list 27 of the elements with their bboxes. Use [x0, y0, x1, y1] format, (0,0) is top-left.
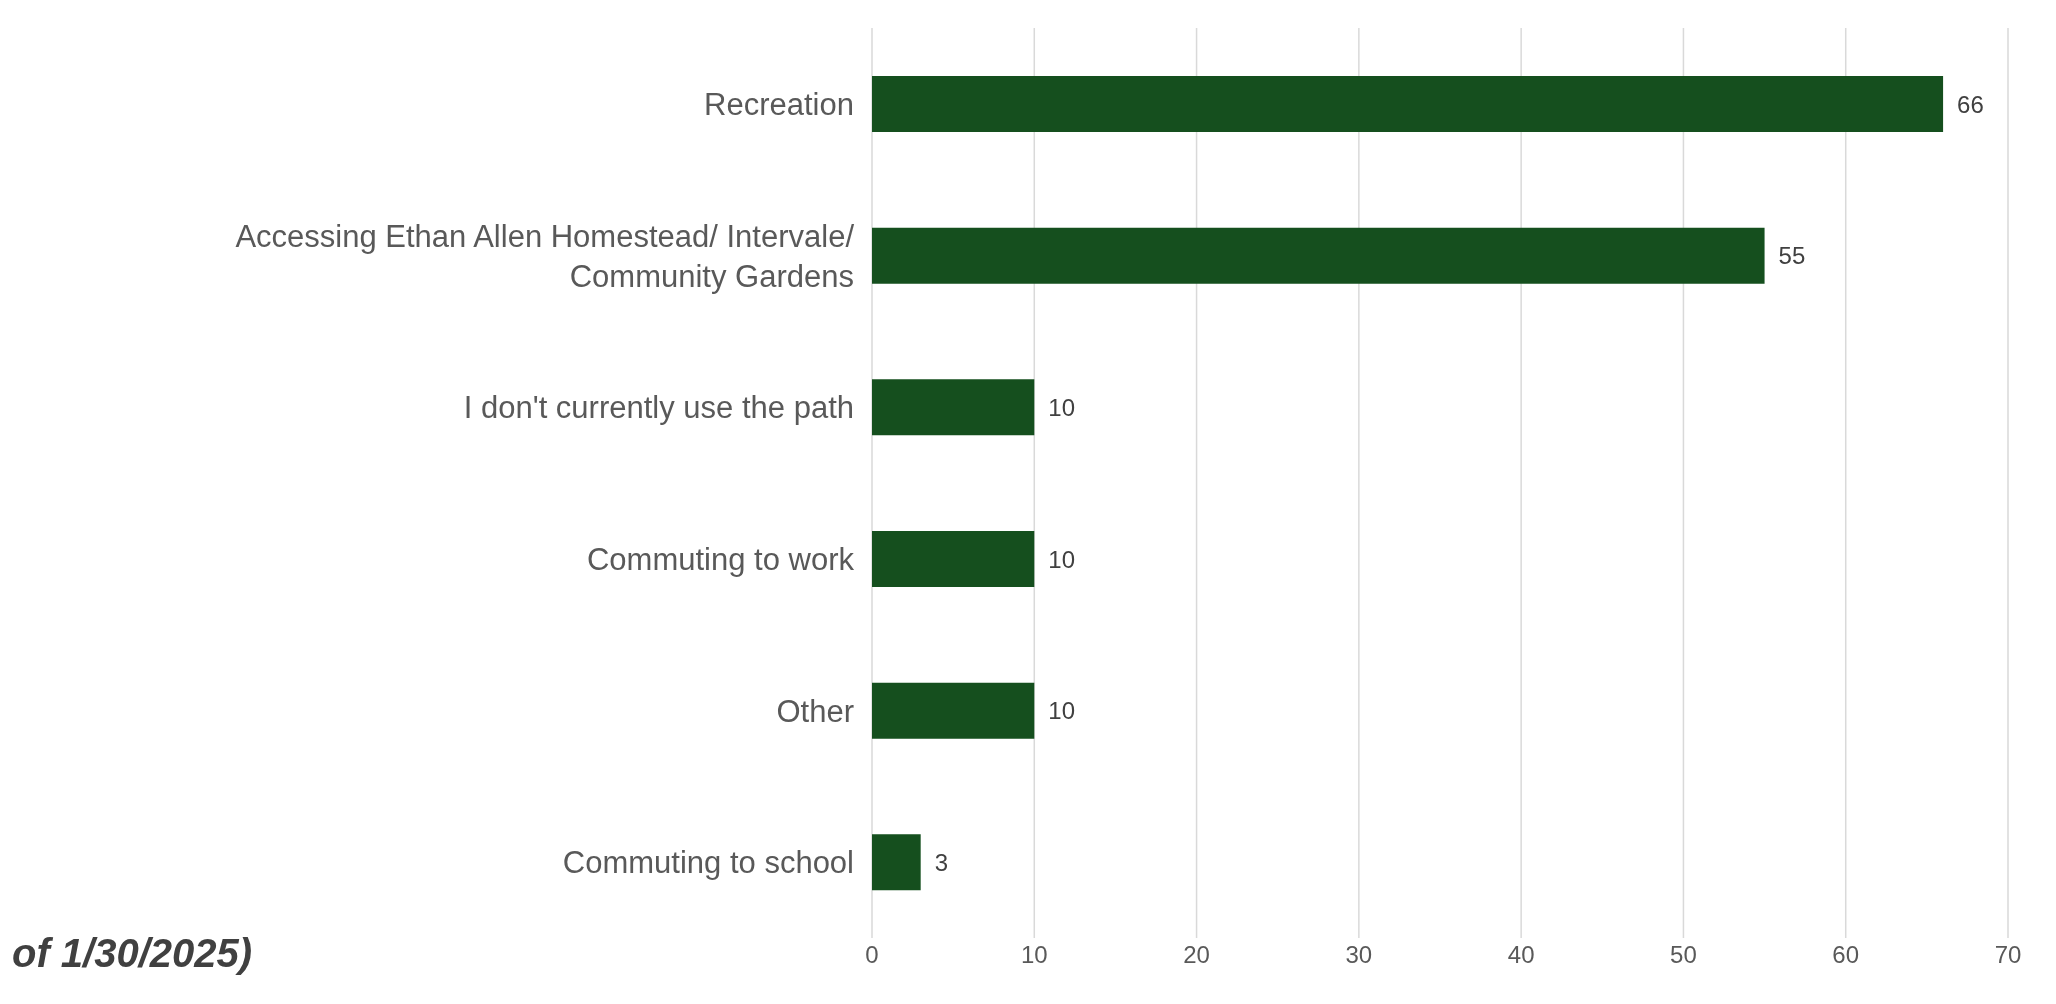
x-tick-label: 10	[1020, 941, 1048, 969]
x-tick-label: 30	[1345, 941, 1373, 969]
data-label: 3	[934, 848, 949, 876]
x-tick-label: 70	[1994, 941, 2022, 969]
text: of 1/30/2025)	[12, 931, 253, 976]
bar	[872, 227, 1765, 284]
data-label: 66	[1957, 90, 1984, 118]
bar	[872, 379, 1035, 436]
data-label: 10	[1048, 393, 1075, 421]
x-tick-label: 0	[865, 941, 879, 969]
y-tick-label: Commuting to school	[562, 844, 854, 880]
x-tick-label: 50	[1670, 941, 1697, 969]
bar	[872, 682, 1035, 739]
data-label: 10	[1048, 697, 1075, 725]
y-tick-label: Accessing Ethan Allen Homestead/ Intervale/ Community Gardens	[235, 218, 855, 293]
y-tick-label: Other	[776, 693, 854, 728]
bar	[872, 76, 1944, 132]
x-tick-label: 40	[1507, 941, 1535, 969]
y-tick-label: Commuting to work	[586, 541, 855, 577]
bar	[872, 531, 1035, 587]
data-label: 55	[1778, 242, 1806, 270]
y-tick-label: I don't currently use the path	[463, 389, 854, 425]
x-tick-label: 60	[1832, 941, 1860, 969]
y-tick-label: Recreation	[704, 86, 854, 122]
data-label: 10	[1048, 545, 1075, 573]
bar	[872, 834, 921, 891]
x-tick-label: 20	[1183, 941, 1210, 969]
